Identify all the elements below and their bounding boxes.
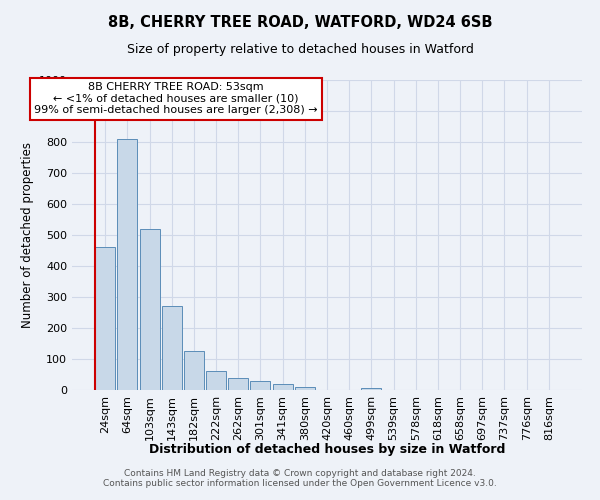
Text: 8B, CHERRY TREE ROAD, WATFORD, WD24 6SB: 8B, CHERRY TREE ROAD, WATFORD, WD24 6SB: [108, 15, 492, 30]
Bar: [162, 306, 182, 390]
Text: Size of property relative to detached houses in Watford: Size of property relative to detached ho…: [127, 42, 473, 56]
Text: Distribution of detached houses by size in Watford: Distribution of detached houses by size …: [149, 442, 505, 456]
Bar: [295, 387, 315, 390]
Bar: [272, 384, 293, 390]
Bar: [361, 388, 382, 390]
Bar: [118, 139, 137, 390]
Bar: [250, 380, 271, 390]
Bar: [140, 229, 160, 390]
Text: 8B CHERRY TREE ROAD: 53sqm
← <1% of detached houses are smaller (10)
99% of semi: 8B CHERRY TREE ROAD: 53sqm ← <1% of deta…: [34, 82, 318, 115]
Text: Contains public sector information licensed under the Open Government Licence v3: Contains public sector information licen…: [103, 478, 497, 488]
Bar: [228, 378, 248, 390]
Text: Contains HM Land Registry data © Crown copyright and database right 2024.: Contains HM Land Registry data © Crown c…: [124, 468, 476, 477]
Bar: [95, 248, 115, 390]
Bar: [206, 372, 226, 390]
Y-axis label: Number of detached properties: Number of detached properties: [20, 142, 34, 328]
Bar: [184, 351, 204, 390]
